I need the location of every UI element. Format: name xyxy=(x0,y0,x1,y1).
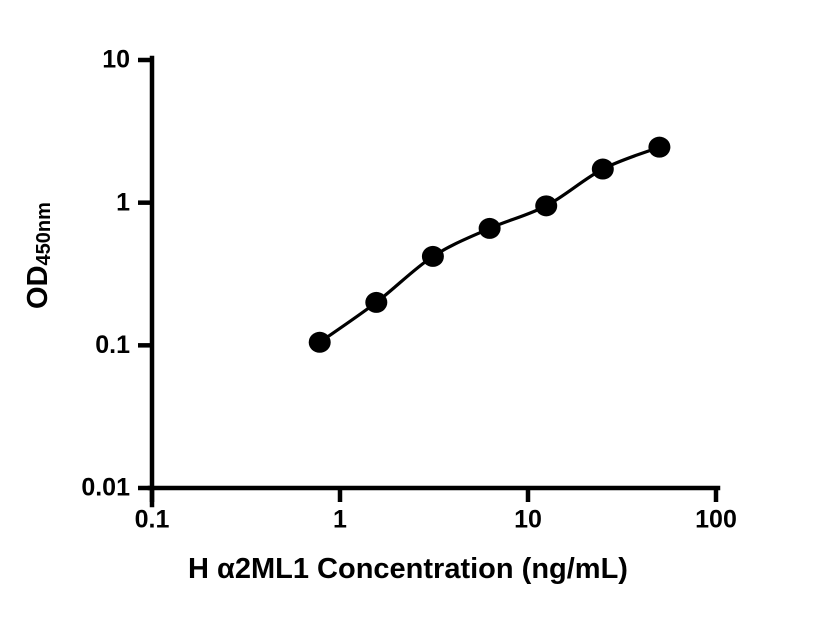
data-point-marker xyxy=(535,195,558,217)
y-tick-label: 10 xyxy=(102,46,130,74)
data-point-marker xyxy=(591,158,614,180)
data-point-group xyxy=(308,136,671,353)
data-point-marker xyxy=(421,245,444,267)
x-axis-tick-labels: 0.1 1 10 100 xyxy=(135,506,737,534)
x-axis-ticks xyxy=(149,488,719,502)
y-tick-label: 0.01 xyxy=(81,474,130,502)
x-tick-label: 10 xyxy=(514,506,542,534)
data-point-marker xyxy=(365,291,388,313)
y-tick-label: 1 xyxy=(116,188,130,216)
data-point-marker xyxy=(478,217,501,239)
y-axis-tick-labels: 10 1 0.1 0.01 xyxy=(81,46,130,502)
x-tick-label: 0.1 xyxy=(135,506,170,534)
y-axis-title: OD450nm xyxy=(22,202,55,309)
y-axis-title-main: OD xyxy=(21,264,54,309)
y-axis-title-container: OD450nm xyxy=(8,0,68,510)
y-axis-title-subscript: 450nm xyxy=(32,201,55,265)
x-axis-title: H α2ML1 Concentration (ng/mL) xyxy=(188,553,628,585)
data-point-marker xyxy=(648,136,671,158)
y-axis-ticks xyxy=(138,57,152,491)
x-tick-label: 1 xyxy=(333,506,347,534)
x-tick-label: 100 xyxy=(695,506,737,534)
data-point-marker xyxy=(308,331,331,353)
y-tick-label: 0.1 xyxy=(95,331,130,359)
